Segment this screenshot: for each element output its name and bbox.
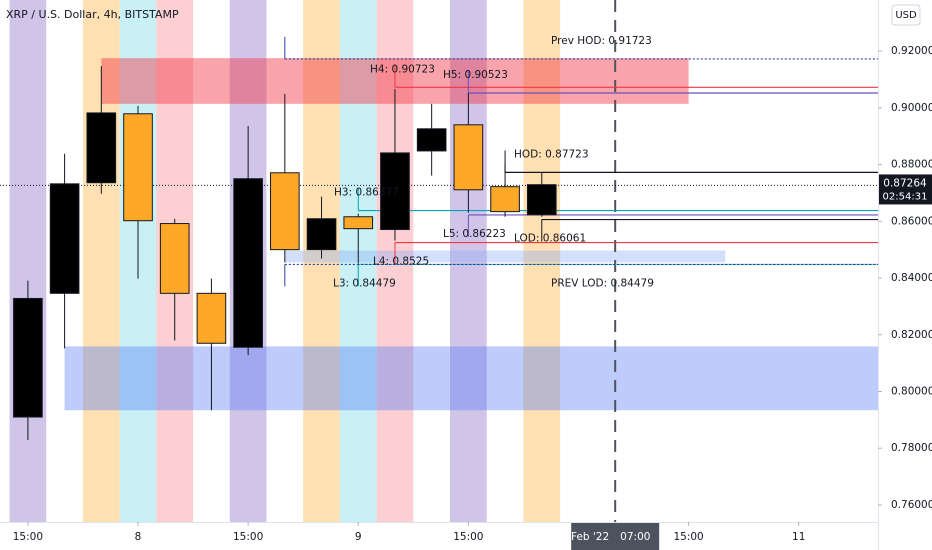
x-tick-label: 11 [792,531,805,543]
crosshair-badge [571,523,660,550]
candle-body [13,297,43,418]
plot-area [0,0,878,522]
chart-title: XRP / U.S. Dollar, 4h, BITSTAMP [6,8,179,21]
session-band [303,0,340,522]
y-tick-label: 0.84000 [891,272,932,284]
y-tick-label: 0.86000 [891,215,932,227]
level-label: H3: 0.86377 [334,187,399,199]
level-label: L4: 0.8525 [373,256,429,268]
candle-body [86,112,117,184]
y-tick-label: 0.82000 [891,329,932,341]
crosshair-date: 10 Feb '22 [554,531,609,543]
candle-body [196,292,227,344]
last-price-label: 0.87264 [883,177,927,189]
y-tick-label: 0.78000 [891,442,932,454]
level-label: H4: 0.90723 [370,63,435,75]
candle-body [343,216,374,230]
axes [0,0,882,550]
y-tick-label: 0.88000 [891,159,932,171]
candle-body [490,186,520,213]
x-tick-label: 15:00 [673,531,703,543]
level-label: L3: 0.84479 [333,277,396,289]
candle-body [49,183,80,294]
candle-body [453,124,484,191]
x-tick-label: 15:00 [453,531,483,543]
candle-body [233,178,263,348]
session-band [9,0,47,522]
currency-label: USD [895,10,917,21]
price-zone [64,346,878,411]
x-tick-label: 8 [135,531,142,543]
level-label: Prev HOD: 0.91723 [551,35,652,47]
candle-body [416,128,447,152]
candle-body [380,152,410,231]
level-label: H5: 0.90523 [443,69,508,81]
x-tick-label: 9 [355,531,362,543]
level-label: L5: 0.86223 [443,228,506,240]
price-zone [284,250,726,263]
y-tick-label: 0.90000 [891,102,932,114]
y-tick-label: 0.80000 [891,386,932,398]
x-tick-label: 15:00 [233,531,263,543]
level-label: LOD: 0.86061 [514,233,586,245]
countdown-label: 02:54:31 [883,191,928,202]
candle-body [306,218,337,251]
level-label: PREV LOD: 0.84479 [551,277,654,289]
y-tick-label: 0.76000 [891,499,932,511]
candle-body [270,172,300,251]
y-tick-label: 0.92000 [891,45,932,57]
level-label: HOD: 0.87723 [514,148,589,160]
candle-body [159,223,190,294]
candle-body [123,113,153,222]
candle-body [526,184,557,216]
crosshair-time: 07:00 [620,531,650,543]
currency-button[interactable] [891,4,921,26]
x-tick-label: 15:00 [13,531,43,543]
last-price-badge [879,174,932,205]
